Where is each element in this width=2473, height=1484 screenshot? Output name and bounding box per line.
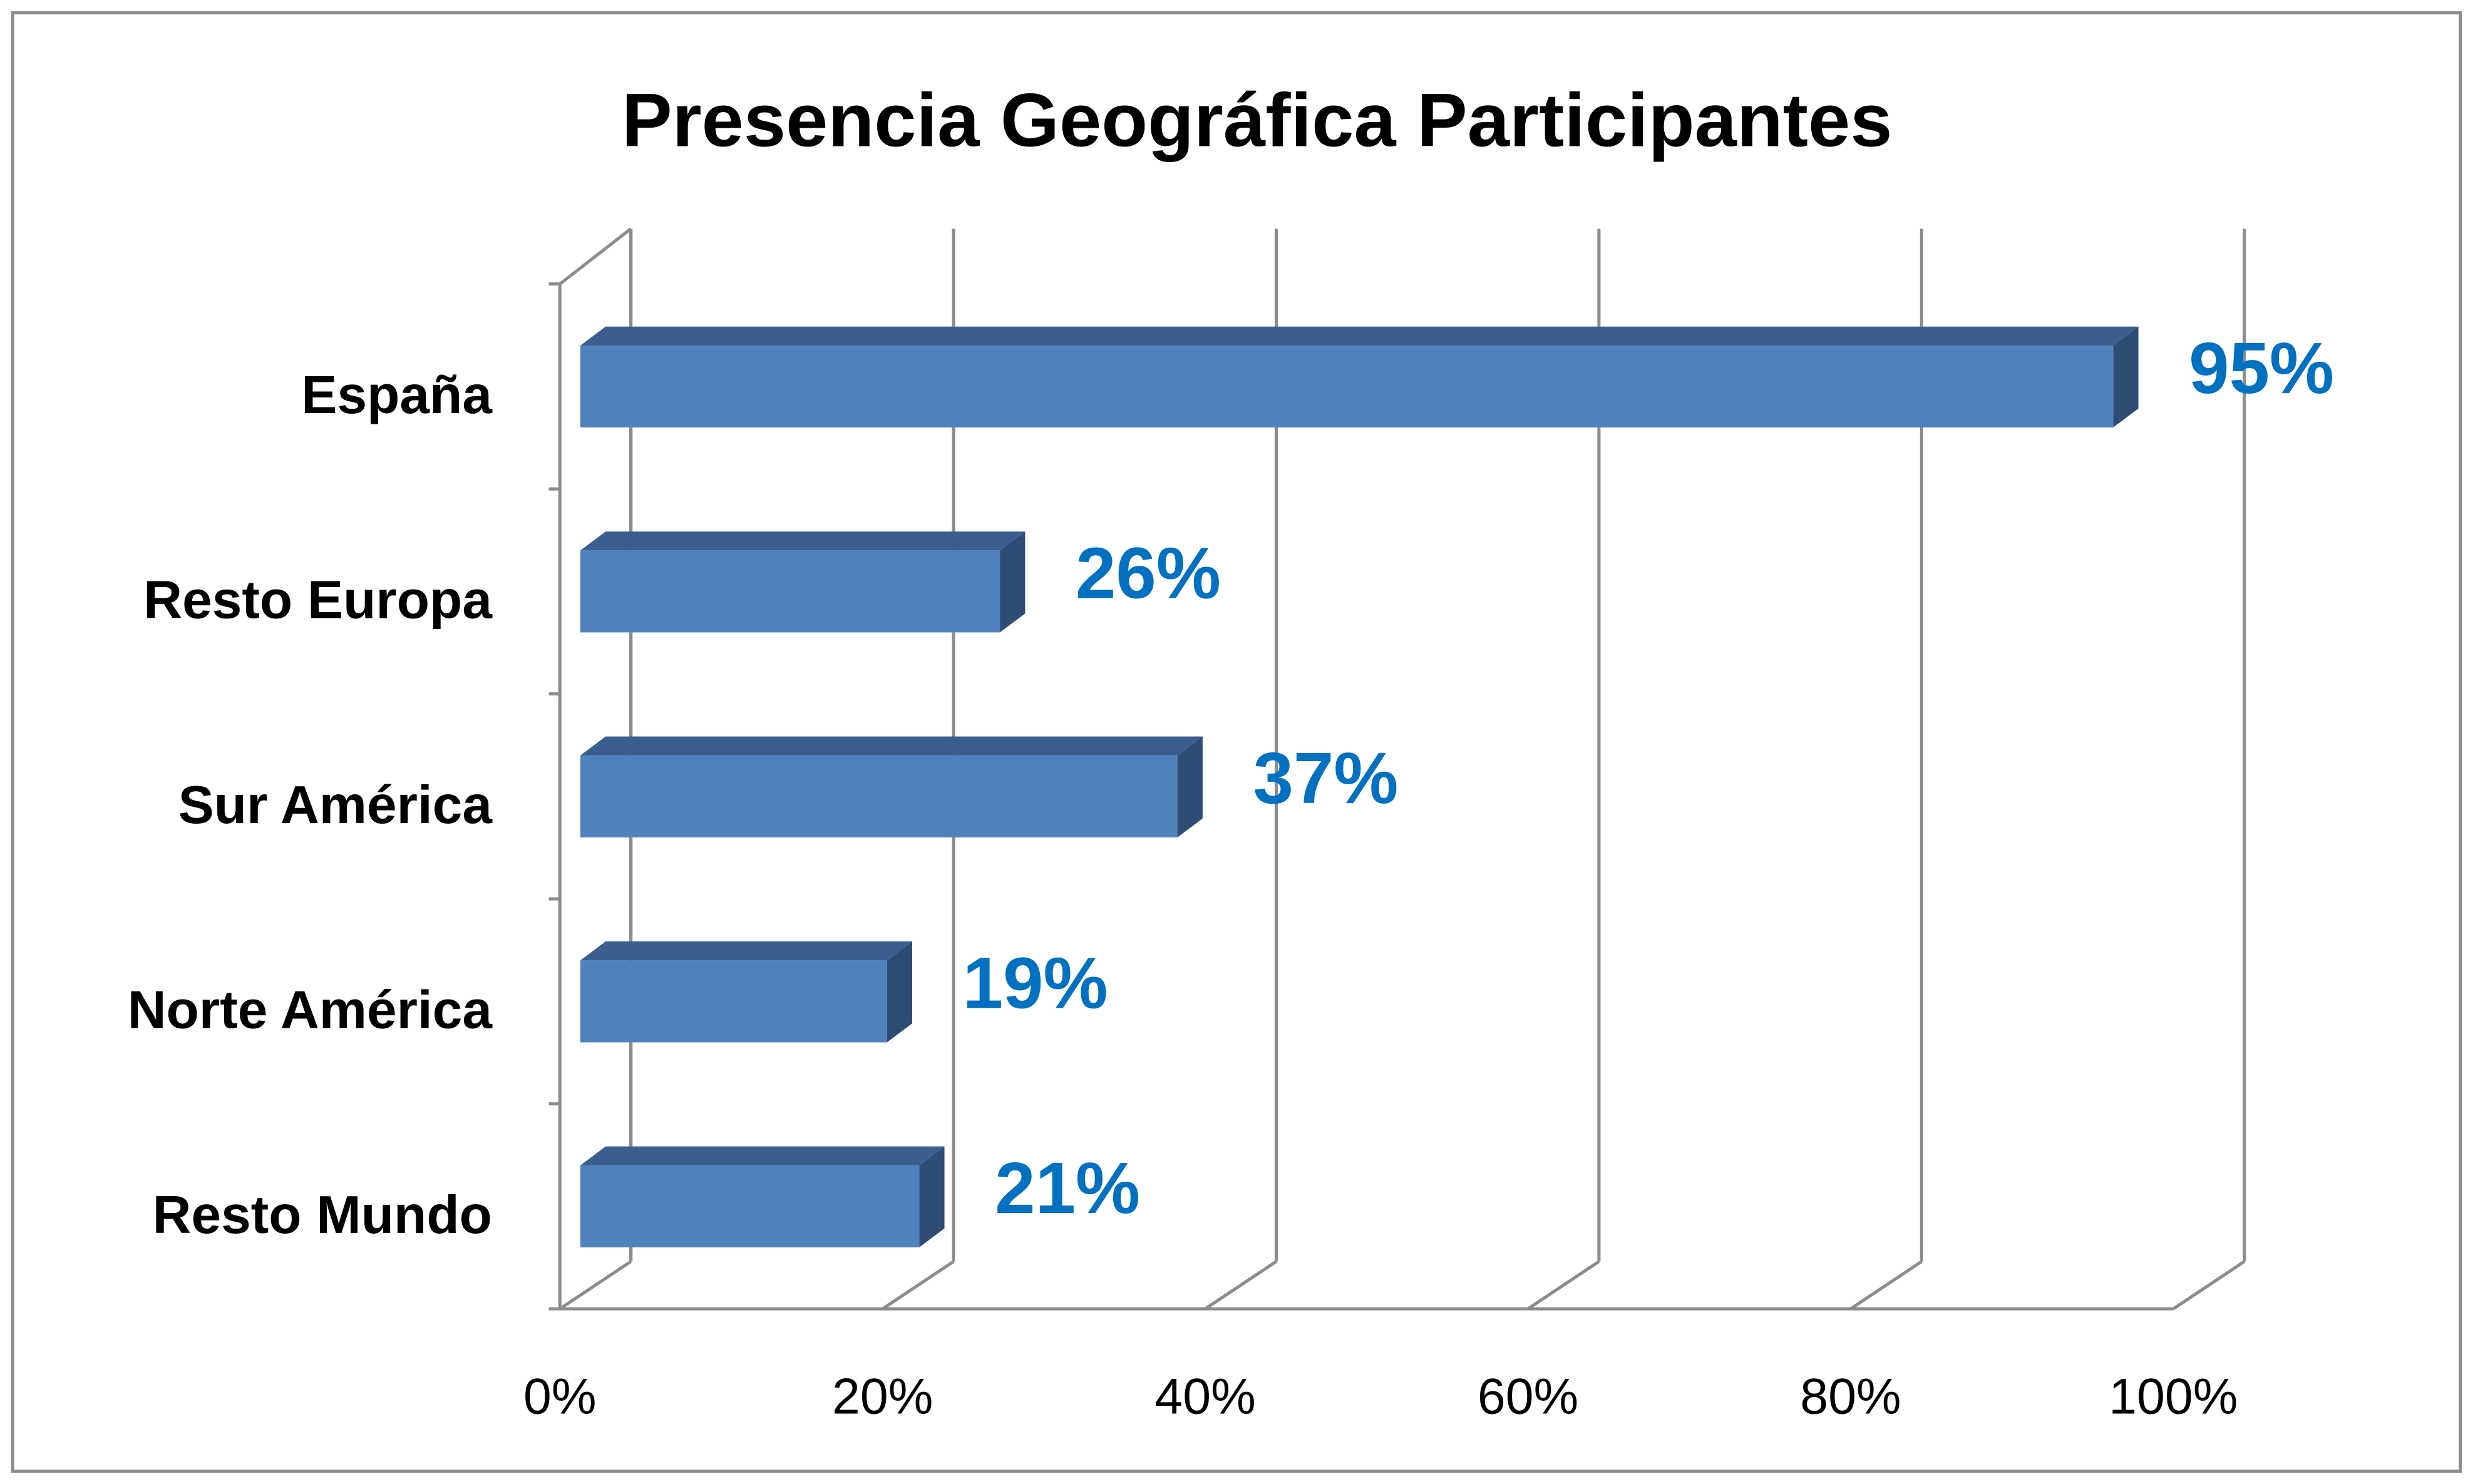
grid-line — [882, 1260, 955, 1311]
grid-line — [558, 1260, 632, 1311]
grid-line — [1527, 1260, 1600, 1311]
data-label: 21% — [995, 1147, 1140, 1229]
bar — [580, 755, 1178, 837]
bar-side — [887, 941, 912, 1043]
bar-top — [580, 326, 2139, 345]
x-tick-label: 60% — [1478, 1369, 1578, 1425]
x-tick-label: 80% — [1800, 1369, 1901, 1425]
data-label: 26% — [1076, 532, 1221, 613]
y-tick-label: Resto Mundo — [153, 1185, 492, 1245]
x-tick-label: 0% — [523, 1369, 597, 1425]
bar-side — [2113, 326, 2139, 427]
data-label: 19% — [963, 942, 1108, 1023]
chart-border — [11, 11, 2462, 1473]
bar — [580, 960, 887, 1043]
y-tick-label: Norte América — [128, 980, 493, 1040]
data-label: 37% — [1253, 737, 1398, 819]
grid-line — [2172, 1260, 2246, 1311]
data-label: 95% — [2189, 327, 2334, 409]
grid-line — [1204, 1260, 1277, 1311]
x-tick-label: 100% — [2109, 1369, 2238, 1425]
grid-line — [1849, 1260, 1923, 1311]
bar — [580, 550, 1000, 633]
y-tick-label: Sur América — [178, 775, 493, 835]
bar-side — [1000, 531, 1026, 633]
chart-title: Presencia Geográfica Participantes — [622, 78, 1892, 163]
bar — [580, 1165, 920, 1247]
bar-side — [1177, 736, 1203, 837]
y-tick-label: Resto Europa — [143, 570, 493, 630]
bar-side — [919, 1146, 945, 1247]
bar — [580, 345, 2114, 427]
bar-top — [580, 1146, 945, 1165]
bar-top — [580, 531, 1026, 551]
x-tick-label: 40% — [1154, 1369, 1255, 1425]
y-tick-label: España — [301, 365, 493, 425]
bar-top — [580, 736, 1203, 755]
x-tick-label: 20% — [832, 1369, 933, 1425]
bar-top — [580, 941, 912, 961]
